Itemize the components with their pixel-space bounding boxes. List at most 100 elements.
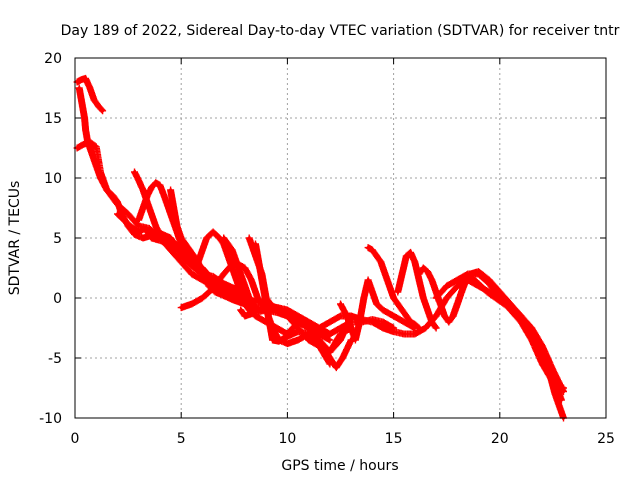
data-point — [413, 322, 417, 326]
data-point — [149, 236, 154, 240]
data-point — [258, 266, 262, 270]
data-point — [115, 200, 120, 204]
data-point — [328, 350, 332, 354]
data-point — [468, 274, 472, 278]
data-point — [447, 320, 451, 324]
data-point — [243, 314, 247, 318]
data-point — [222, 294, 226, 298]
data-point — [132, 232, 137, 236]
data-point — [260, 278, 264, 282]
data-point — [460, 290, 464, 294]
data-point — [502, 302, 506, 306]
data-point — [192, 254, 196, 258]
data-point — [79, 78, 83, 82]
x-tick-label: 10 — [278, 431, 296, 447]
data-point — [205, 236, 209, 240]
data-point — [358, 320, 362, 324]
data-point — [400, 272, 404, 276]
data-point — [383, 272, 387, 276]
data-point — [247, 236, 251, 240]
data-point — [421, 266, 425, 270]
data-point — [171, 241, 175, 245]
data-point — [217, 236, 221, 240]
data-point — [370, 290, 374, 294]
data-point — [88, 86, 92, 90]
data-point — [404, 314, 408, 318]
data-point — [77, 86, 81, 90]
data-point — [387, 284, 391, 288]
x-tick-label: 20 — [491, 431, 509, 447]
data-point — [413, 260, 417, 264]
data-point — [443, 314, 447, 318]
data-point — [264, 308, 268, 312]
data-point — [126, 212, 130, 216]
data-point — [270, 338, 275, 342]
data-point — [243, 284, 247, 288]
data-point — [149, 186, 154, 190]
data-point — [451, 314, 455, 318]
data-point — [402, 320, 406, 324]
data-point — [190, 272, 194, 276]
data-point — [338, 314, 343, 318]
data-point — [222, 272, 226, 276]
data-point — [426, 308, 430, 312]
data-point — [266, 314, 270, 318]
x-tick-label: 5 — [177, 431, 186, 447]
data-point — [404, 254, 408, 258]
y-tick-label: -10 — [39, 411, 62, 427]
data-point — [379, 260, 383, 264]
data-point — [190, 302, 194, 306]
data-point — [253, 310, 258, 314]
data-point — [239, 272, 243, 276]
data-point — [417, 272, 421, 276]
data-point — [317, 326, 321, 330]
data-point — [392, 330, 396, 334]
series-sat-a — [73, 74, 107, 115]
x-axis-label: GPS time / hours — [281, 458, 398, 474]
data-point — [338, 338, 343, 342]
data-point — [158, 238, 162, 242]
data-point — [211, 286, 215, 290]
data-point — [285, 334, 289, 338]
data-point — [536, 338, 540, 342]
data-point — [166, 206, 171, 210]
data-point — [423, 326, 428, 330]
data-point — [353, 338, 357, 342]
data-point — [464, 278, 468, 282]
data-point — [417, 326, 421, 330]
data-point — [328, 362, 332, 366]
data-point — [84, 76, 88, 80]
data-point — [230, 248, 234, 252]
series-sat-p — [364, 244, 423, 332]
series-markers — [449, 272, 565, 404]
data-point — [239, 290, 243, 294]
data-point — [370, 248, 374, 252]
data-point — [256, 254, 260, 258]
data-point — [222, 236, 226, 240]
data-point — [553, 380, 557, 384]
data-point — [122, 218, 126, 222]
data-point — [243, 266, 247, 270]
data-point — [417, 278, 421, 282]
data-point — [137, 218, 141, 222]
data-point — [98, 170, 103, 174]
data-point — [375, 302, 379, 306]
data-point — [264, 302, 268, 306]
data-point — [158, 232, 162, 236]
y-tick-label: 10 — [44, 171, 62, 187]
data-point — [426, 270, 430, 274]
data-point — [196, 260, 200, 264]
data-point — [234, 278, 238, 282]
data-point — [519, 314, 523, 318]
data-point — [477, 282, 481, 286]
data-point — [296, 330, 300, 334]
data-point — [179, 306, 183, 310]
data-point — [84, 128, 88, 132]
data-point — [341, 356, 345, 360]
data-point — [179, 260, 183, 264]
data-point — [317, 338, 321, 342]
x-tick-label: 0 — [71, 431, 80, 447]
data-point — [232, 286, 236, 290]
data-point — [510, 308, 515, 312]
